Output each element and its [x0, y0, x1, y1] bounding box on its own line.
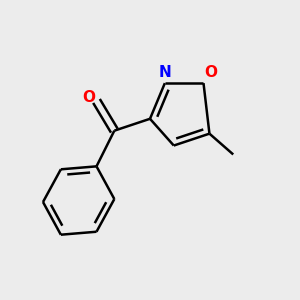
Text: O: O [82, 91, 96, 106]
Text: N: N [158, 65, 171, 80]
Text: O: O [204, 65, 218, 80]
